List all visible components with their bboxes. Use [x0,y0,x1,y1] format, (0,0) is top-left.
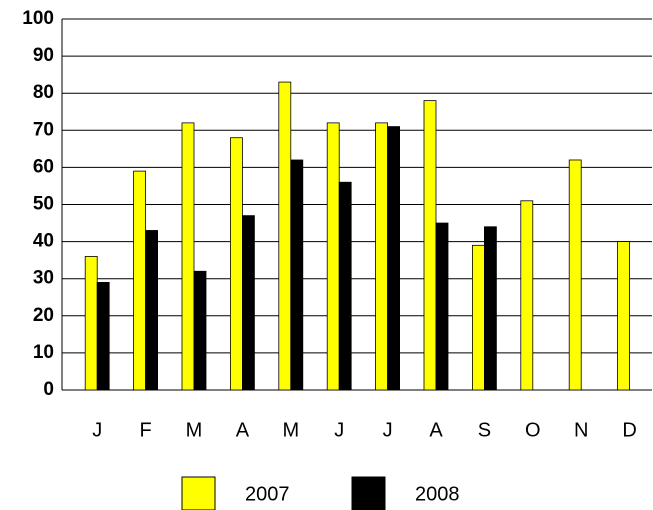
bar [483,226,497,391]
bar [375,122,389,391]
x-tick-label: D [622,419,636,441]
bar [278,81,292,391]
x-tick-label: S [478,419,491,441]
y-tick-label: 90 [33,45,54,66]
bar [241,215,255,391]
x-tick-label: N [574,419,588,441]
y-tick-label: 30 [33,268,54,289]
bar [617,241,630,391]
bar [181,122,195,391]
bar [338,181,352,391]
bar [520,200,534,391]
x-tick-label: A [236,419,250,441]
y-tick-label: 70 [33,119,54,140]
y-tick-label: 10 [33,342,54,363]
y-tick-label: 50 [33,194,54,215]
x-tick-label: J [383,419,393,441]
bar [435,222,449,391]
bar [387,126,401,391]
bar [290,159,304,391]
bar [568,159,582,391]
x-tick-label: F [139,419,151,441]
bar [84,256,98,391]
bar [423,100,437,391]
bar [229,137,243,391]
x-tick-label: A [429,419,443,441]
x-tick-label: M [186,419,203,441]
legend-label: 2007 [245,483,290,505]
y-tick-label: 100 [22,8,54,29]
bar [193,270,207,391]
y-tick-label: 60 [33,156,54,177]
y-tick-label: 20 [33,305,54,326]
x-tick-label: J [334,419,344,441]
x-tick-label: J [92,419,102,441]
legend-label: 2008 [415,483,460,505]
y-tick-label: 80 [33,82,54,103]
y-tick-label: 0 [43,379,54,400]
bar [133,170,147,391]
x-tick-label: M [282,419,299,441]
bar [145,230,159,391]
x-tick-label: O [525,419,541,441]
bar [471,244,485,391]
legend-swatch [351,476,386,510]
bar [326,122,340,391]
bar [96,282,110,391]
y-tick-label: 40 [33,231,54,252]
legend-swatch [181,476,216,510]
